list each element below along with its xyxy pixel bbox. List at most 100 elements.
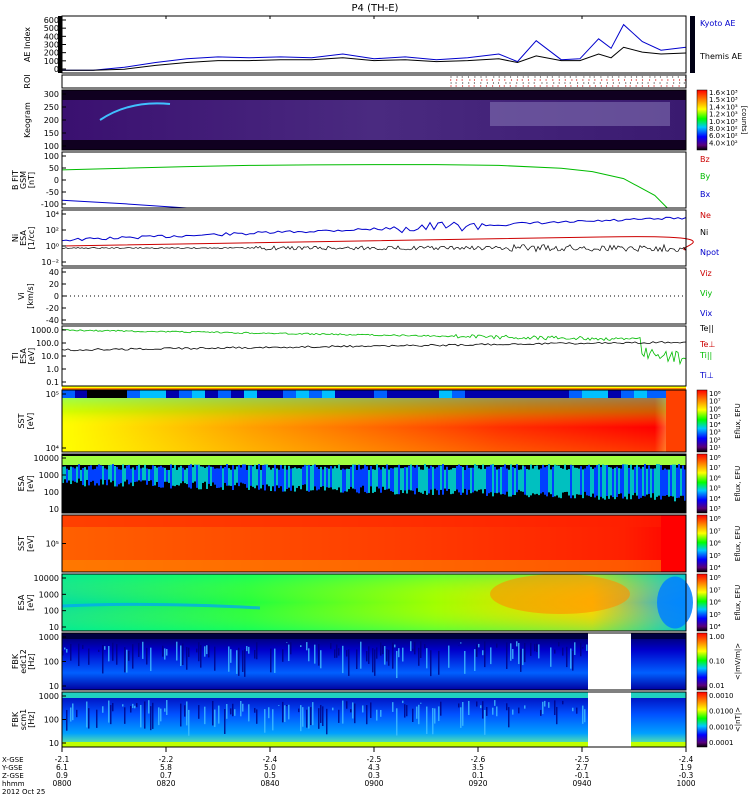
esa-e-column [376,464,378,486]
esa-e-column [504,464,506,494]
fbk2-stripe [70,708,72,722]
esa-e-column [568,469,570,495]
esa-e-column [238,465,240,486]
panel-ylabel: [eV] [27,348,36,365]
esa-e-column [200,466,202,489]
roi-dot [457,76,458,77]
fbk2-stripe [108,701,110,723]
fbk2-stripe [218,706,220,724]
fbk2-stripe [318,708,320,729]
esa-e-column [368,470,370,493]
panel-frame-roi [62,75,686,88]
roi-dot [528,79,529,80]
fbk1-stripe [300,645,302,647]
roi-dot [540,76,541,77]
roi-dot [499,85,500,86]
esa-e-column [84,467,86,486]
temperature-te-line [62,342,686,353]
fbk1-stripe [410,641,412,651]
colorbar-tick-label: 10⁸ [709,515,721,523]
fbk1-stripe [464,651,466,674]
fbk1-stripe [200,645,202,668]
fbk2-stripe [480,705,482,708]
sst-e-cell [335,390,348,398]
esa-e-column [424,464,426,491]
sst-e-cell [244,390,257,398]
roi-dot [510,76,511,77]
fbk2-stripe [396,708,398,735]
roi-dot [469,79,470,80]
fbk2-stripe [286,705,288,706]
esa-e-column [246,470,248,488]
esa-e-column [178,467,180,485]
esa-e-column [388,470,390,489]
esa-e-column [680,469,682,496]
roi-dot [684,82,685,83]
fbk2-stripe [122,704,124,706]
esa-e-column [348,469,350,489]
fbk1-stripe [238,648,240,676]
esa-e-column [528,470,530,498]
fbk2-stripe [148,700,150,713]
esa-e-column [576,468,578,494]
roi-dot [462,79,463,80]
fbk1-stripe [214,647,216,671]
colorbar-fbk1 [697,633,707,690]
legend-temp-0: Te|| [699,324,714,333]
fbk1-stripe [150,648,152,671]
fbk2-stripe [254,708,256,713]
fbk2-stripe [310,707,312,725]
esa-e-column [560,468,562,498]
x-axis-row-label: 2012 Oct 25 [2,788,45,796]
roi-dot [636,76,637,77]
fbk2-stripe [150,706,152,730]
x-tick-label: 0800 [52,779,71,788]
esa-e-column [174,465,176,486]
roi-dot [552,79,553,80]
esa-e-column [444,470,446,489]
panel-ylabel: [eV] [26,413,35,430]
roi-dot [576,76,577,77]
esa-e-column [298,468,300,486]
esa-e-column [252,466,254,487]
fbk1-stripe [338,648,340,655]
esa-e-column [530,465,532,496]
esa-e-column [134,470,136,482]
fbk1-stripe [104,646,106,650]
esa-e-column [166,470,168,482]
fbk1-stripe [230,649,232,663]
fbk1-stripe [550,647,552,666]
esa-e-column [302,467,304,485]
colorbar-tick-label: 10⁴ [709,564,721,572]
esa-e-column [296,468,298,487]
esa-e-column [312,465,314,490]
fbk1-stripe [286,642,288,643]
roi-dot [540,85,541,86]
y-tick-label: 100 [44,658,59,667]
roi-dot [468,82,469,83]
roi-dot [450,76,451,77]
roi-dot [516,82,517,83]
roi-dot [509,82,510,83]
fbk2-stripe [232,704,234,717]
esa-e-bottom [62,505,686,513]
fbk1-stripe [530,643,532,656]
roi-dot [504,79,505,80]
esa-e-column [438,465,440,495]
roi-dot [618,85,619,86]
esa-e-column [408,466,410,490]
roi-dot [523,76,524,77]
fbk2-stripe [268,707,270,718]
roi-dot [505,82,506,83]
sst-e-edge [666,390,686,452]
fbk2-stripe [484,710,486,735]
esa-e-column [140,468,142,481]
sst-e-cell [257,390,270,398]
panel-ylabel: [eV] [26,535,35,552]
roi-dot [630,82,631,83]
esa-e-column [224,467,226,483]
roi-dot [492,79,493,80]
esa-e-band-top [62,456,686,465]
esa-e-column [442,464,444,495]
x-tick-label: 0940 [572,779,591,788]
